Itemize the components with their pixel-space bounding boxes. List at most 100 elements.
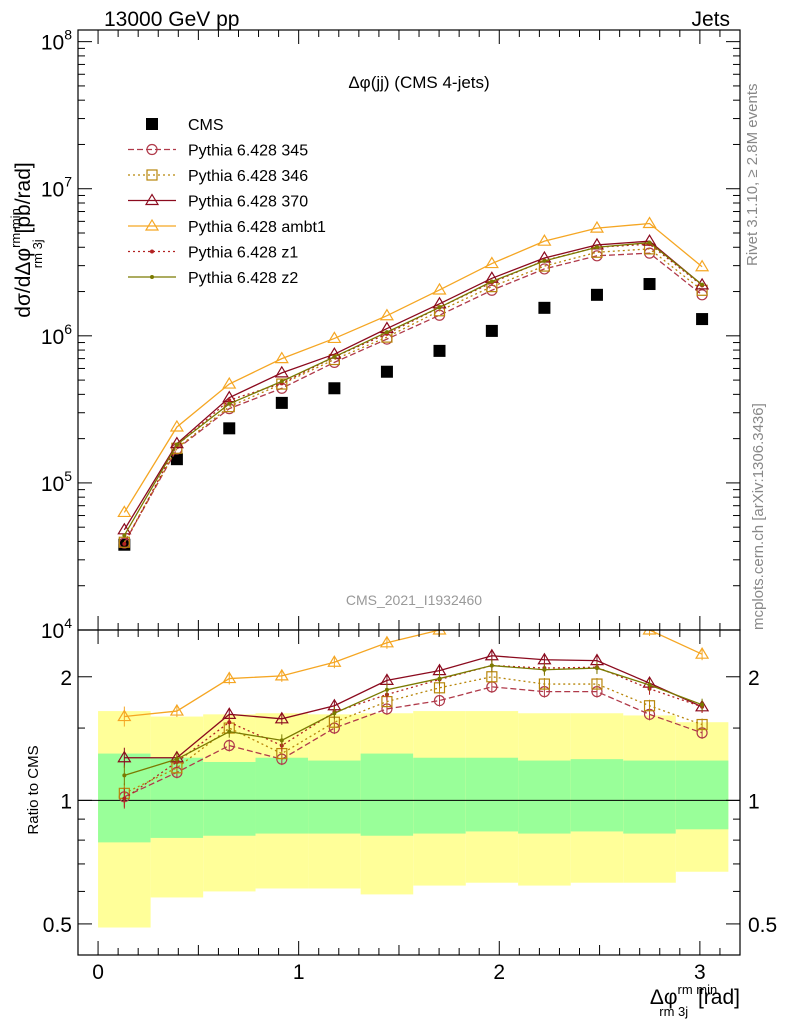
main-point-cms <box>433 344 446 357</box>
legend-label-p346: Pythia 6.428 346 <box>188 168 308 185</box>
main-ytick-label: 104 <box>41 615 72 643</box>
main-point-z1 <box>122 541 127 546</box>
main-point-z2 <box>489 279 494 284</box>
main-point-z2 <box>174 442 179 447</box>
main-point-cms <box>485 324 498 337</box>
main-point-ambt1 <box>379 308 394 321</box>
main-line-z1 <box>123 243 703 545</box>
main-point-ambt1 <box>169 419 184 432</box>
band-inner-bin <box>413 757 466 834</box>
main-point-z2 <box>332 354 337 359</box>
main-point-ambt1 <box>537 234 552 246</box>
main-ytick-label: 108 <box>41 27 72 55</box>
xtick-label: 3 <box>694 961 706 984</box>
xtick-label: 2 <box>493 961 505 984</box>
ratio-point-ambt1 <box>274 668 289 681</box>
band-inner-bin <box>308 760 361 834</box>
ratio-point-z2 <box>384 687 389 692</box>
ratio-ylabel: Ratio to CMS <box>25 745 42 834</box>
header-left: 13000 GeV pp <box>104 8 240 31</box>
ratio-point-ambt1 <box>591 608 603 618</box>
ratio-ytick-label-right: 1 <box>748 790 760 813</box>
legend-label-z1: Pythia 6.428 z1 <box>188 245 298 262</box>
band-inner-bin <box>465 757 519 832</box>
band-inner-bin <box>675 760 729 830</box>
legend-label-ambt1: Pythia 6.428 ambt1 <box>188 219 326 236</box>
xtick-label: 1 <box>293 961 305 984</box>
main-point-ambt1 <box>695 259 710 272</box>
analysis-watermark: CMS_2021_I1932460 <box>346 592 482 608</box>
ratio-point-z2 <box>647 682 652 687</box>
ratio-frame <box>77 629 741 956</box>
ratio-point-ambt1 <box>117 709 132 722</box>
main-line-p370 <box>123 240 703 531</box>
main-point-cms <box>170 453 183 466</box>
ratio-point-p370 <box>117 750 132 763</box>
main-point-z1 <box>227 398 232 403</box>
ratio-point-z1 <box>122 796 127 801</box>
ratio-point-z2 <box>437 676 442 681</box>
legend-label-p345: Pythia 6.428 345 <box>188 143 308 160</box>
main-frame <box>77 29 741 631</box>
legend-marker-p346 <box>146 169 158 181</box>
ratio-point-ambt1 <box>169 703 184 716</box>
main-point-cms <box>538 301 551 314</box>
main-point-ambt1 <box>222 376 237 389</box>
ratio-point-p346 <box>591 678 603 690</box>
band-inner-bin <box>518 760 571 834</box>
legend-marker-p345 <box>146 143 158 156</box>
legend-marker-p370 <box>144 193 160 206</box>
legend: CMS Pythia 6.428 345 Pythia 6.428 346 Pythi… <box>128 117 326 287</box>
main-point-z2 <box>542 258 547 263</box>
main-point-z2 <box>700 282 705 287</box>
ratio-point-p345 <box>433 694 446 707</box>
main-point-ambt1 <box>589 220 605 233</box>
band-inner-bin <box>623 760 676 834</box>
ratio-series-group <box>117 606 710 809</box>
main-point-ambt1 <box>327 331 342 344</box>
ratio-point-z2 <box>279 738 284 743</box>
main-ylabel: dσ/dΔφrm minrm 3j [pb/rad] <box>8 162 45 317</box>
main-point-z2 <box>122 533 127 538</box>
header-right: Jets <box>691 8 730 31</box>
main-point-cms <box>223 422 236 435</box>
ratio-point-ambt1 <box>486 606 498 616</box>
ratio-point-ambt1 <box>327 655 342 667</box>
ratio-ytick-label-left: 1 <box>60 790 72 813</box>
main-point-z2 <box>279 379 284 384</box>
main-line-p346 <box>123 248 703 543</box>
ratio-point-ambt1 <box>642 630 657 635</box>
xtick-label: 0 <box>92 961 104 984</box>
main-point-ambt1 <box>642 216 657 229</box>
main-point-cms <box>380 365 393 378</box>
main-point-z2 <box>384 330 389 335</box>
band-inner-bin <box>255 757 309 834</box>
main-line-p345 <box>123 252 703 544</box>
legend-marker-ambt1 <box>144 218 160 231</box>
main-point-cms <box>643 278 656 291</box>
main-ytick-label: 106 <box>41 321 72 349</box>
xlabel: Δφrm min rm 3j [rad] <box>650 982 740 1019</box>
main-point-cms <box>328 382 341 395</box>
main-point-z2 <box>594 245 599 250</box>
ratio-point-z2 <box>594 666 599 671</box>
ratio-point-ambt1 <box>379 635 394 648</box>
ratio-point-ambt1 <box>222 671 237 684</box>
ratio-point-ambt1 <box>695 647 710 659</box>
legend-label-cms: CMS <box>188 117 224 134</box>
main-point-z2 <box>437 305 442 310</box>
ratio-point-p345 <box>223 739 235 752</box>
legend-marker-z2 <box>150 275 154 279</box>
main-point-z2 <box>647 240 652 245</box>
ratio-line-ambt1 <box>124 630 703 718</box>
plot-title: Δφ(jj) (CMS 4-jets) <box>348 73 489 92</box>
ratio-ytick-label-right: 0.5 <box>748 914 777 937</box>
uncertainty-bands <box>98 711 729 928</box>
ratio-point-z1 <box>227 720 232 725</box>
ratio-point-p370 <box>274 711 289 724</box>
band-inner-bin <box>570 759 624 832</box>
legend-label-p370: Pythia 6.428 370 <box>188 194 308 211</box>
main-point-ambt1 <box>484 256 499 269</box>
main-line-ambt1 <box>123 222 703 513</box>
